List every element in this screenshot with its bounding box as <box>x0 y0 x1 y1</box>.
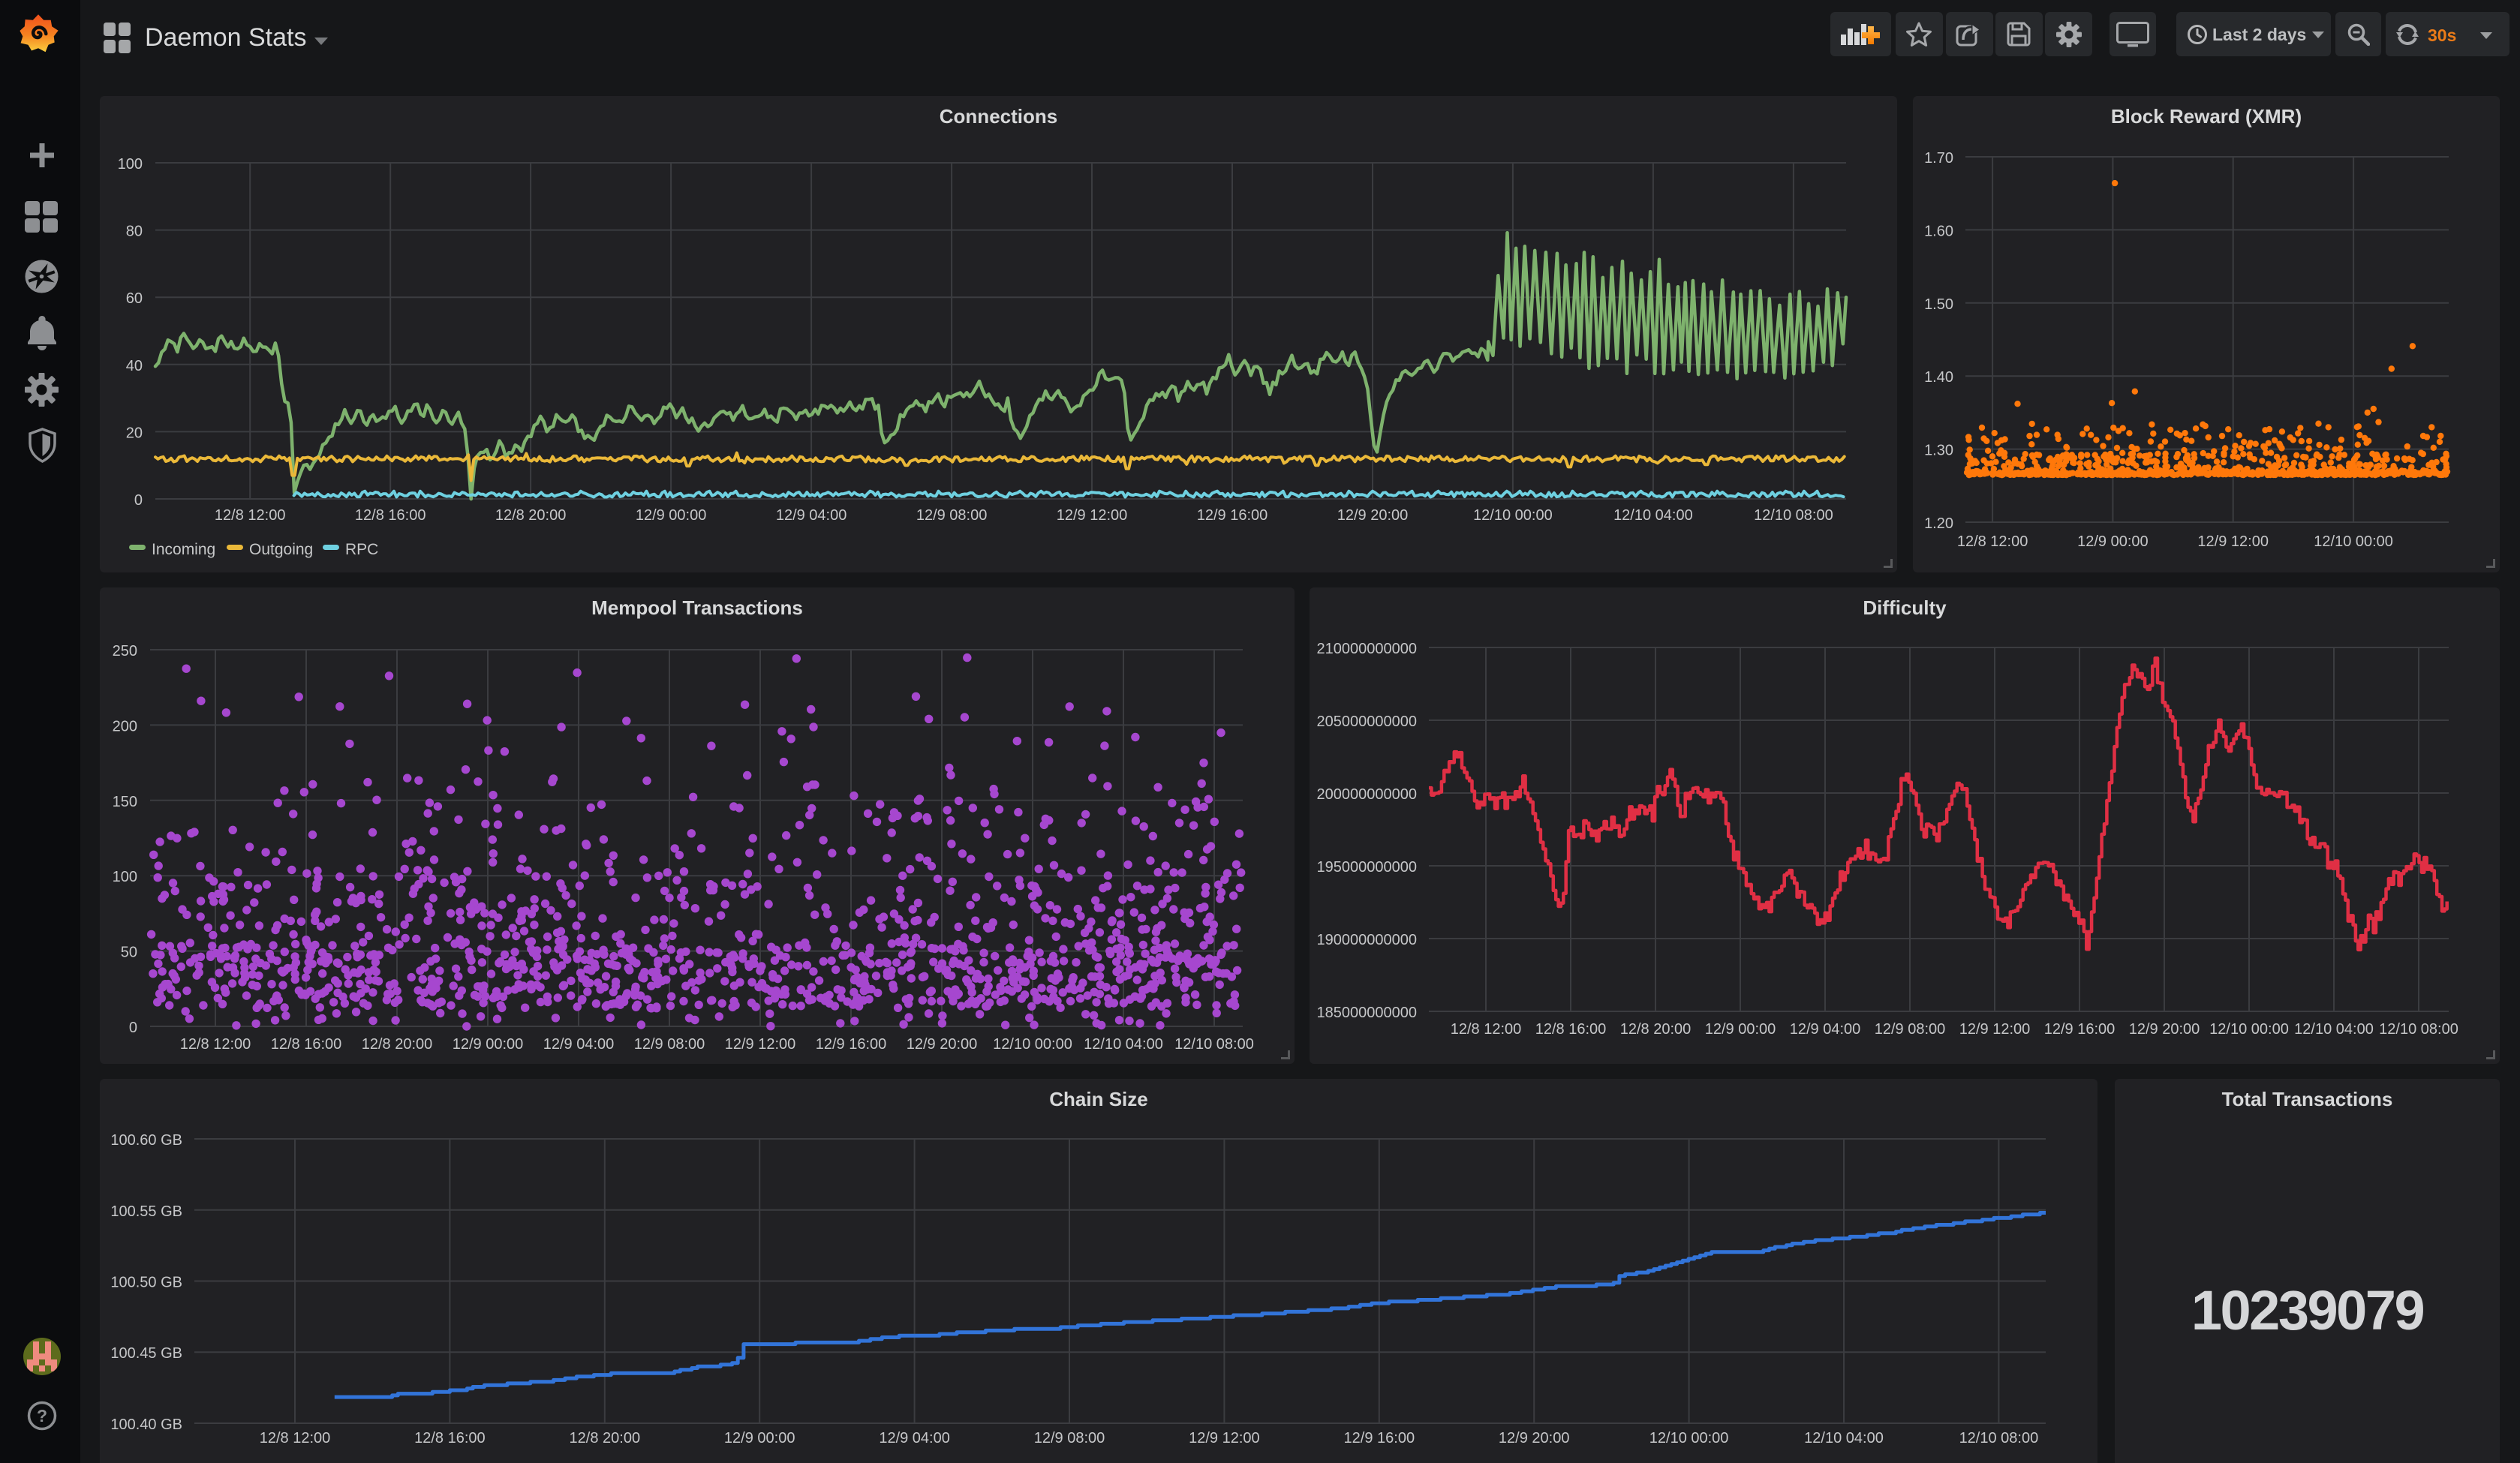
svg-text:12/9 04:00: 12/9 04:00 <box>776 507 847 524</box>
svg-text:100: 100 <box>118 156 143 173</box>
svg-text:12/10 04:00: 12/10 04:00 <box>1613 507 1693 524</box>
svg-text:20: 20 <box>126 425 143 441</box>
svg-text:12/9 04:00: 12/9 04:00 <box>543 1036 615 1053</box>
svg-text:100.55 GB: 100.55 GB <box>110 1203 182 1220</box>
svg-text:12/9 16:00: 12/9 16:00 <box>1344 1430 1415 1446</box>
svg-text:100.50 GB: 100.50 GB <box>110 1275 182 1291</box>
svg-text:12/10 08:00: 12/10 08:00 <box>1174 1036 1254 1053</box>
svg-text:12/8 16:00: 12/8 16:00 <box>271 1036 342 1053</box>
svg-text:Chain Size: Chain Size <box>1049 1088 1147 1110</box>
svg-text:100.60 GB: 100.60 GB <box>110 1132 182 1149</box>
svg-text:1.30: 1.30 <box>1924 443 1953 459</box>
svg-text:12/10 04:00: 12/10 04:00 <box>2294 1021 2374 1038</box>
svg-text:12/10 08:00: 12/10 08:00 <box>2379 1021 2458 1038</box>
svg-text:Incoming: Incoming <box>152 541 215 558</box>
svg-text:50: 50 <box>121 945 137 961</box>
svg-text:Difficulty: Difficulty <box>1863 596 1947 619</box>
svg-text:250: 250 <box>113 643 137 659</box>
svg-text:12/9 20:00: 12/9 20:00 <box>1337 507 1409 524</box>
svg-text:10239079: 10239079 <box>2191 1279 2424 1341</box>
svg-text:12/8 20:00: 12/8 20:00 <box>362 1036 433 1053</box>
svg-text:12/9 20:00: 12/9 20:00 <box>1499 1430 1570 1446</box>
svg-text:150: 150 <box>113 794 137 810</box>
svg-text:40: 40 <box>126 358 143 374</box>
svg-text:12/9 12:00: 12/9 12:00 <box>725 1036 796 1053</box>
svg-text:195000000000: 195000000000 <box>1317 859 1417 876</box>
svg-text:?: ? <box>37 1406 47 1425</box>
svg-text:1.20: 1.20 <box>1924 515 1953 532</box>
svg-text:100.40 GB: 100.40 GB <box>110 1416 182 1433</box>
svg-text:12/9 00:00: 12/9 00:00 <box>453 1036 524 1053</box>
svg-text:200000000000: 200000000000 <box>1317 786 1417 803</box>
svg-text:12/9 00:00: 12/9 00:00 <box>636 507 707 524</box>
svg-text:12/9 16:00: 12/9 16:00 <box>2044 1021 2116 1038</box>
svg-text:12/8 12:00: 12/8 12:00 <box>260 1430 331 1446</box>
svg-text:200: 200 <box>113 718 137 735</box>
svg-text:12/8 12:00: 12/8 12:00 <box>180 1036 251 1053</box>
svg-text:12/9 08:00: 12/9 08:00 <box>1875 1021 1946 1038</box>
svg-text:205000000000: 205000000000 <box>1317 713 1417 730</box>
svg-text:12/9 12:00: 12/9 12:00 <box>1057 507 1128 524</box>
svg-text:12/10 00:00: 12/10 00:00 <box>1649 1430 1729 1446</box>
svg-text:12/8 16:00: 12/8 16:00 <box>1535 1021 1607 1038</box>
svg-text:Connections: Connections <box>940 105 1057 128</box>
svg-text:60: 60 <box>126 290 143 307</box>
svg-text:12/10 00:00: 12/10 00:00 <box>1473 507 1553 524</box>
svg-text:12/9 16:00: 12/9 16:00 <box>1197 507 1268 524</box>
svg-text:185000000000: 185000000000 <box>1317 1005 1417 1021</box>
svg-text:12/9 16:00: 12/9 16:00 <box>816 1036 887 1053</box>
svg-text:12/9 00:00: 12/9 00:00 <box>1705 1021 1776 1038</box>
svg-text:12/9 12:00: 12/9 12:00 <box>1959 1021 2031 1038</box>
svg-text:12/9 04:00: 12/9 04:00 <box>1790 1021 1861 1038</box>
svg-text:0: 0 <box>129 1020 137 1036</box>
svg-text:12/9 20:00: 12/9 20:00 <box>907 1036 978 1053</box>
svg-text:12/10 00:00: 12/10 00:00 <box>993 1036 1072 1053</box>
svg-text:12/10 04:00: 12/10 04:00 <box>1804 1430 1884 1446</box>
svg-text:12/9 20:00: 12/9 20:00 <box>2129 1021 2200 1038</box>
svg-text:12/8 20:00: 12/8 20:00 <box>495 507 567 524</box>
svg-text:1.40: 1.40 <box>1924 369 1953 386</box>
svg-text:12/8 20:00: 12/8 20:00 <box>1620 1021 1692 1038</box>
svg-text:Outgoing: Outgoing <box>249 541 313 558</box>
svg-text:12/9 04:00: 12/9 04:00 <box>879 1430 950 1446</box>
svg-text:12/8 16:00: 12/8 16:00 <box>414 1430 486 1446</box>
svg-text:12/8 12:00: 12/8 12:00 <box>1451 1021 1522 1038</box>
svg-text:12/8 12:00: 12/8 12:00 <box>215 507 286 524</box>
svg-text:1.70: 1.70 <box>1924 150 1953 167</box>
svg-text:12/10 00:00: 12/10 00:00 <box>2314 533 2393 550</box>
svg-text:12/10 08:00: 12/10 08:00 <box>1754 507 1833 524</box>
svg-text:12/9 12:00: 12/9 12:00 <box>2197 533 2269 550</box>
svg-text:12/10 04:00: 12/10 04:00 <box>1084 1036 1163 1053</box>
svg-text:0: 0 <box>134 492 143 509</box>
svg-text:12/9 12:00: 12/9 12:00 <box>1189 1430 1260 1446</box>
svg-text:12/10 00:00: 12/10 00:00 <box>2209 1021 2289 1038</box>
svg-text:Block Reward (XMR): Block Reward (XMR) <box>2111 105 2302 128</box>
svg-text:12/9 08:00: 12/9 08:00 <box>916 507 988 524</box>
svg-text:1.60: 1.60 <box>1924 223 1953 239</box>
svg-text:80: 80 <box>126 224 143 240</box>
svg-text:12/9 00:00: 12/9 00:00 <box>724 1430 795 1446</box>
svg-text:Total Transactions: Total Transactions <box>2222 1088 2393 1110</box>
svg-text:12/8 20:00: 12/8 20:00 <box>570 1430 641 1446</box>
svg-text:Mempool Transactions: Mempool Transactions <box>591 596 803 619</box>
svg-text:12/9 08:00: 12/9 08:00 <box>634 1036 705 1053</box>
svg-text:210000000000: 210000000000 <box>1317 641 1417 657</box>
svg-text:12/8 12:00: 12/8 12:00 <box>1957 533 2028 550</box>
svg-text:12/9 00:00: 12/9 00:00 <box>2077 533 2149 550</box>
svg-text:RPC: RPC <box>345 541 378 558</box>
svg-text:100.45 GB: 100.45 GB <box>110 1345 182 1362</box>
svg-text:100: 100 <box>113 869 137 885</box>
svg-text:1.50: 1.50 <box>1924 296 1953 313</box>
svg-text:190000000000: 190000000000 <box>1317 932 1417 948</box>
svg-text:12/9 08:00: 12/9 08:00 <box>1034 1430 1105 1446</box>
svg-text:12/8 16:00: 12/8 16:00 <box>355 507 426 524</box>
svg-text:12/10 08:00: 12/10 08:00 <box>1959 1430 2039 1446</box>
